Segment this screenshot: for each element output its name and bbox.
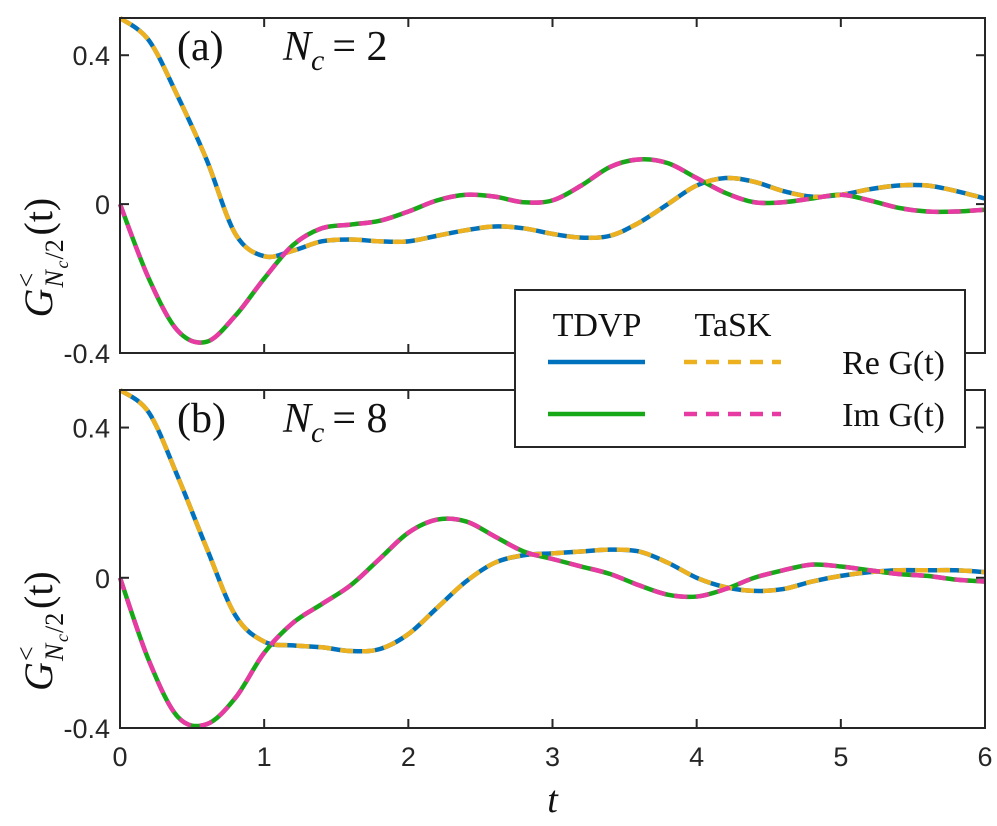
panel-symbol: N (282, 24, 313, 70)
y-tick-label: 0.4 (72, 414, 110, 444)
x-axis-label: t (547, 779, 559, 821)
data-line (118, 388, 986, 654)
legend-label: Re G(t) (842, 345, 945, 382)
y-tick-label: -0.4 (63, 339, 110, 369)
y-label-base: G (16, 662, 61, 691)
panel-symbol: N (282, 396, 313, 442)
data-line (117, 157, 986, 345)
y-label-sup: < (12, 646, 41, 661)
y-label-sup: < (12, 273, 41, 288)
panel-subscript: c (311, 416, 324, 449)
y-label-arg: (t) (16, 198, 61, 236)
y-tick-label: 0 (95, 564, 110, 594)
x-tick-label: 3 (545, 742, 560, 772)
x-tick-label: 6 (977, 742, 992, 772)
y-label-sub: N (40, 269, 69, 289)
panel-subscript: c (311, 44, 324, 77)
legend-box (514, 289, 966, 448)
data-line (117, 516, 986, 729)
data-line (117, 516, 986, 729)
y-label-subrest: /2 (40, 239, 69, 259)
y-label-subsub: c (52, 261, 72, 269)
y-axis-label: G< Nc/2 (t) (12, 198, 72, 318)
legend-label: Im G(t) (842, 397, 945, 434)
y-tick-label: -0.4 (63, 714, 110, 744)
panel-tag: (a) (177, 24, 224, 70)
data-line (118, 16, 986, 260)
y-label-sub: N (40, 642, 69, 662)
y-tick-label: 0 (95, 190, 110, 220)
legend-header: TaSK (695, 307, 772, 344)
y-label-arg: (t) (16, 571, 61, 609)
data-line (118, 16, 986, 260)
panel-tag: (b) (177, 396, 226, 442)
x-tick-label: 2 (401, 742, 416, 772)
panel-label: (a) Nc = 2 (177, 24, 388, 77)
x-tick-label: 0 (112, 742, 127, 772)
x-tick-label: 5 (833, 742, 848, 772)
panel-label: (b) Nc = 8 (177, 396, 388, 449)
panel-value: = 8 (332, 396, 387, 442)
y-label-base: G (16, 289, 61, 318)
y-label-subrest: /2 (40, 613, 69, 633)
x-tick-label: 1 (257, 742, 272, 772)
y-tick-label: 0.4 (72, 41, 110, 71)
x-tick-label: 4 (689, 742, 704, 772)
y-label-subsub: c (52, 634, 72, 642)
legend-header: TDVP (553, 307, 642, 344)
y-axis-label: G< Nc/2 (t) (12, 571, 72, 691)
panel-value: = 2 (332, 24, 387, 70)
